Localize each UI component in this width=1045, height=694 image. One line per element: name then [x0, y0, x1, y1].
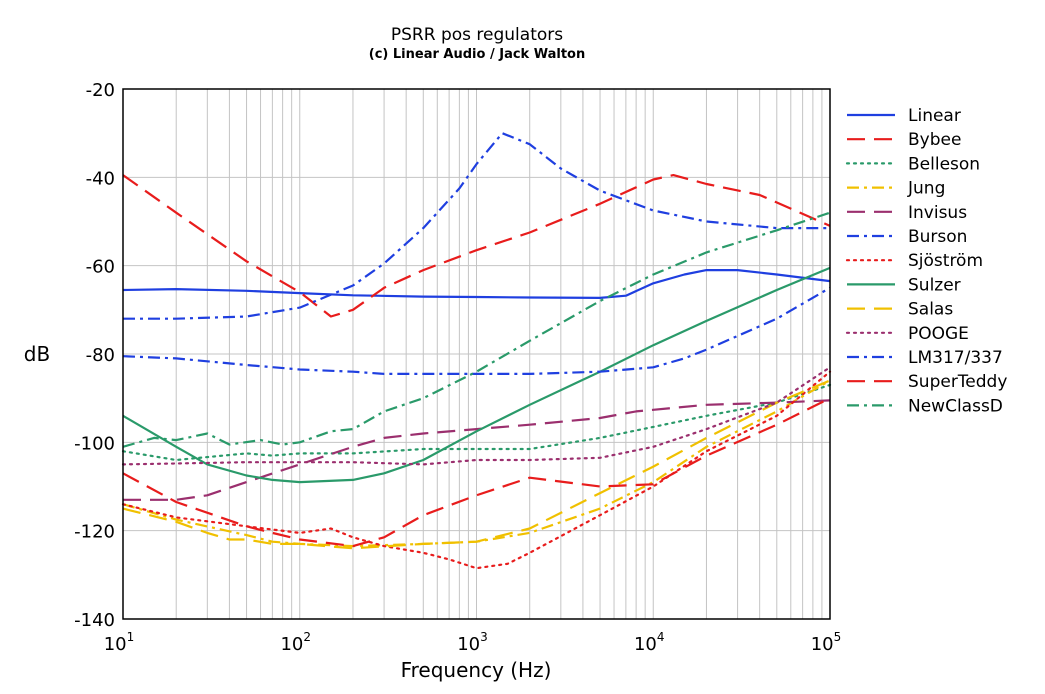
x-tick-label: 103 [457, 630, 488, 655]
series-line-superteddy [122, 397, 831, 548]
legend-label: Sulzer [908, 275, 961, 295]
series-line-lm317-337 [122, 286, 831, 375]
series-line-burson [123, 132, 830, 320]
y-tick-label: -20 [86, 80, 115, 101]
y-tick-label: -40 [86, 168, 115, 189]
x-tick-label: 101 [104, 630, 135, 655]
y-tick-label: -60 [86, 257, 115, 278]
series-line-linear [122, 269, 831, 299]
series-line-salas [122, 379, 831, 550]
legend: Linear Bybee Belleson Jung Invisus Burson Sjös… [845, 106, 1007, 416]
legend-label: LM317/337 [908, 348, 1003, 368]
legend-label: Linear [908, 106, 961, 126]
legend-label: Bybee [908, 130, 961, 150]
series-layer [121, 132, 832, 570]
chart-title: PSRR pos regulators [391, 25, 563, 45]
y-axis-label: dB [24, 342, 50, 366]
legend-label: SuperTeddy [908, 372, 1007, 392]
y-tick-labels: -20 -40 -60 -80 -100 -120 -140 [74, 80, 115, 631]
legend-label: Jung [907, 179, 945, 199]
legend-label: Sjöström [908, 251, 983, 271]
series-line-sj-str-m [121, 370, 832, 570]
series-line-belleson [121, 383, 832, 462]
y-tick-label: -120 [74, 522, 115, 543]
series-line-bybee [122, 174, 831, 318]
legend-label: Salas [908, 300, 953, 320]
x-tick-label: 102 [280, 630, 311, 655]
chart-subtitle: (c) Linear Audio / Jack Walton [369, 47, 585, 62]
legend-label: NewClassD [908, 396, 1003, 416]
plot-frame [122, 88, 831, 620]
series-line-newclassd [122, 211, 831, 448]
y-tick-label: -80 [86, 345, 115, 366]
legend-label: Belleson [908, 154, 980, 174]
x-tick-labels: 101 102 103 104 105 [104, 630, 842, 655]
x-tick-label: 105 [811, 630, 842, 655]
x-axis-label: Frequency (Hz) [401, 658, 552, 682]
series-line-sulzer [122, 266, 831, 484]
series-line-invisus [123, 399, 831, 501]
legend-label: Invisus [908, 203, 967, 223]
y-tick-label: -140 [74, 610, 115, 631]
series-line-pooge [121, 366, 832, 466]
legend-label: Burson [908, 227, 967, 247]
x-tick-label: 104 [634, 630, 665, 655]
legend-label: POOGE [908, 324, 969, 344]
y-tick-label: -100 [74, 433, 115, 454]
